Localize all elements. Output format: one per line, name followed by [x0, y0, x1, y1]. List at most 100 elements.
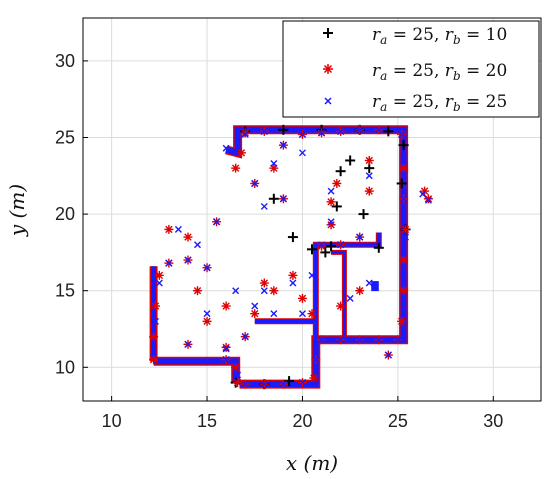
data-point	[318, 129, 326, 137]
legend-entry-2: ra = 25, rb = 20	[323, 61, 507, 83]
data-point	[327, 218, 335, 226]
data-point	[268, 193, 279, 204]
data-point	[365, 172, 373, 180]
data-point	[401, 224, 411, 234]
data-marks	[149, 124, 433, 390]
data-point	[364, 186, 374, 196]
data-point	[327, 187, 335, 195]
y-tick-label: 20	[55, 204, 75, 224]
data-point	[384, 351, 392, 359]
x-tick-label: 20	[292, 411, 312, 431]
data-point	[221, 301, 231, 311]
data-point	[203, 310, 211, 318]
data-point	[260, 287, 268, 295]
data-point	[259, 278, 269, 288]
data-point	[358, 209, 369, 220]
x-tick-label: 30	[483, 411, 503, 431]
data-point	[221, 342, 231, 352]
data-point	[165, 259, 173, 267]
data-point	[155, 279, 163, 287]
data-point	[396, 178, 407, 189]
data-point	[399, 255, 409, 265]
data-point	[312, 356, 320, 364]
data-point	[318, 336, 326, 344]
data-point	[298, 379, 306, 387]
data-point	[356, 336, 364, 344]
data-point	[356, 126, 364, 134]
data-point	[213, 218, 221, 226]
data-point	[399, 163, 409, 173]
data-point	[241, 380, 249, 388]
y-axis-label: y (m)	[5, 184, 29, 237]
data-point	[337, 336, 345, 344]
legend-marker-star	[323, 64, 333, 74]
data-point	[326, 197, 336, 207]
data-point	[288, 270, 298, 280]
legend-marker-x	[324, 97, 332, 105]
wall-lower-left-blue	[153, 358, 239, 383]
data-point	[150, 348, 158, 356]
data-point	[398, 130, 406, 138]
data-point	[269, 286, 279, 296]
data-point	[278, 124, 289, 135]
data-point	[270, 310, 278, 318]
data-point	[193, 286, 202, 296]
data-point	[234, 371, 242, 379]
data-point	[419, 190, 427, 198]
plot-frame	[82, 17, 542, 402]
wall-inner2-blue	[331, 250, 346, 337]
data-point	[336, 301, 346, 311]
data-point	[402, 233, 410, 241]
data-point	[317, 241, 327, 251]
data-point	[309, 373, 319, 383]
data-point	[260, 380, 268, 388]
data-point	[260, 202, 268, 210]
data-point	[250, 309, 260, 319]
data-point	[331, 201, 342, 212]
data-point	[400, 156, 408, 164]
data-point	[164, 224, 174, 234]
x-axis-label: x (m)	[286, 451, 338, 475]
data-point	[184, 256, 192, 264]
data-point	[240, 128, 250, 138]
data-point	[400, 195, 408, 203]
data-point	[298, 149, 306, 157]
data-point	[231, 362, 241, 372]
y-tick-label: 15	[55, 281, 75, 301]
legend-label-2: ra = 25, rb = 20	[372, 61, 507, 83]
data-point	[298, 310, 306, 318]
x-tick-label: 10	[102, 411, 122, 431]
data-point	[364, 155, 374, 165]
data-point	[307, 244, 317, 255]
data-point	[151, 301, 161, 311]
data-point	[297, 293, 307, 303]
data-point	[287, 232, 298, 243]
data-point	[279, 141, 287, 149]
data-point	[398, 140, 409, 151]
data-point	[375, 336, 383, 344]
data-point	[241, 130, 249, 138]
legend-marker-plus	[323, 28, 333, 38]
data-point	[203, 264, 211, 272]
data-point	[233, 378, 243, 388]
data-point	[346, 294, 354, 302]
data-point	[320, 247, 331, 258]
data-point	[335, 166, 346, 177]
data-point	[260, 127, 268, 135]
data-point	[383, 126, 394, 137]
legend-entry-3: ra = 25, rb = 25	[324, 92, 507, 114]
y-tick-label: 30	[55, 51, 75, 71]
data-point	[202, 316, 212, 326]
data-point	[174, 225, 182, 233]
data-point	[326, 241, 337, 252]
data-point	[149, 355, 159, 365]
wall-inner-blue	[313, 232, 381, 340]
data-point	[194, 241, 201, 249]
series-3	[150, 126, 432, 388]
axis-ticks: 10 15 20 25 30 10 15 20 25 30	[55, 51, 503, 431]
data-point	[289, 279, 297, 287]
data-point	[420, 186, 430, 196]
data-point	[251, 179, 259, 187]
data-point	[337, 127, 345, 135]
